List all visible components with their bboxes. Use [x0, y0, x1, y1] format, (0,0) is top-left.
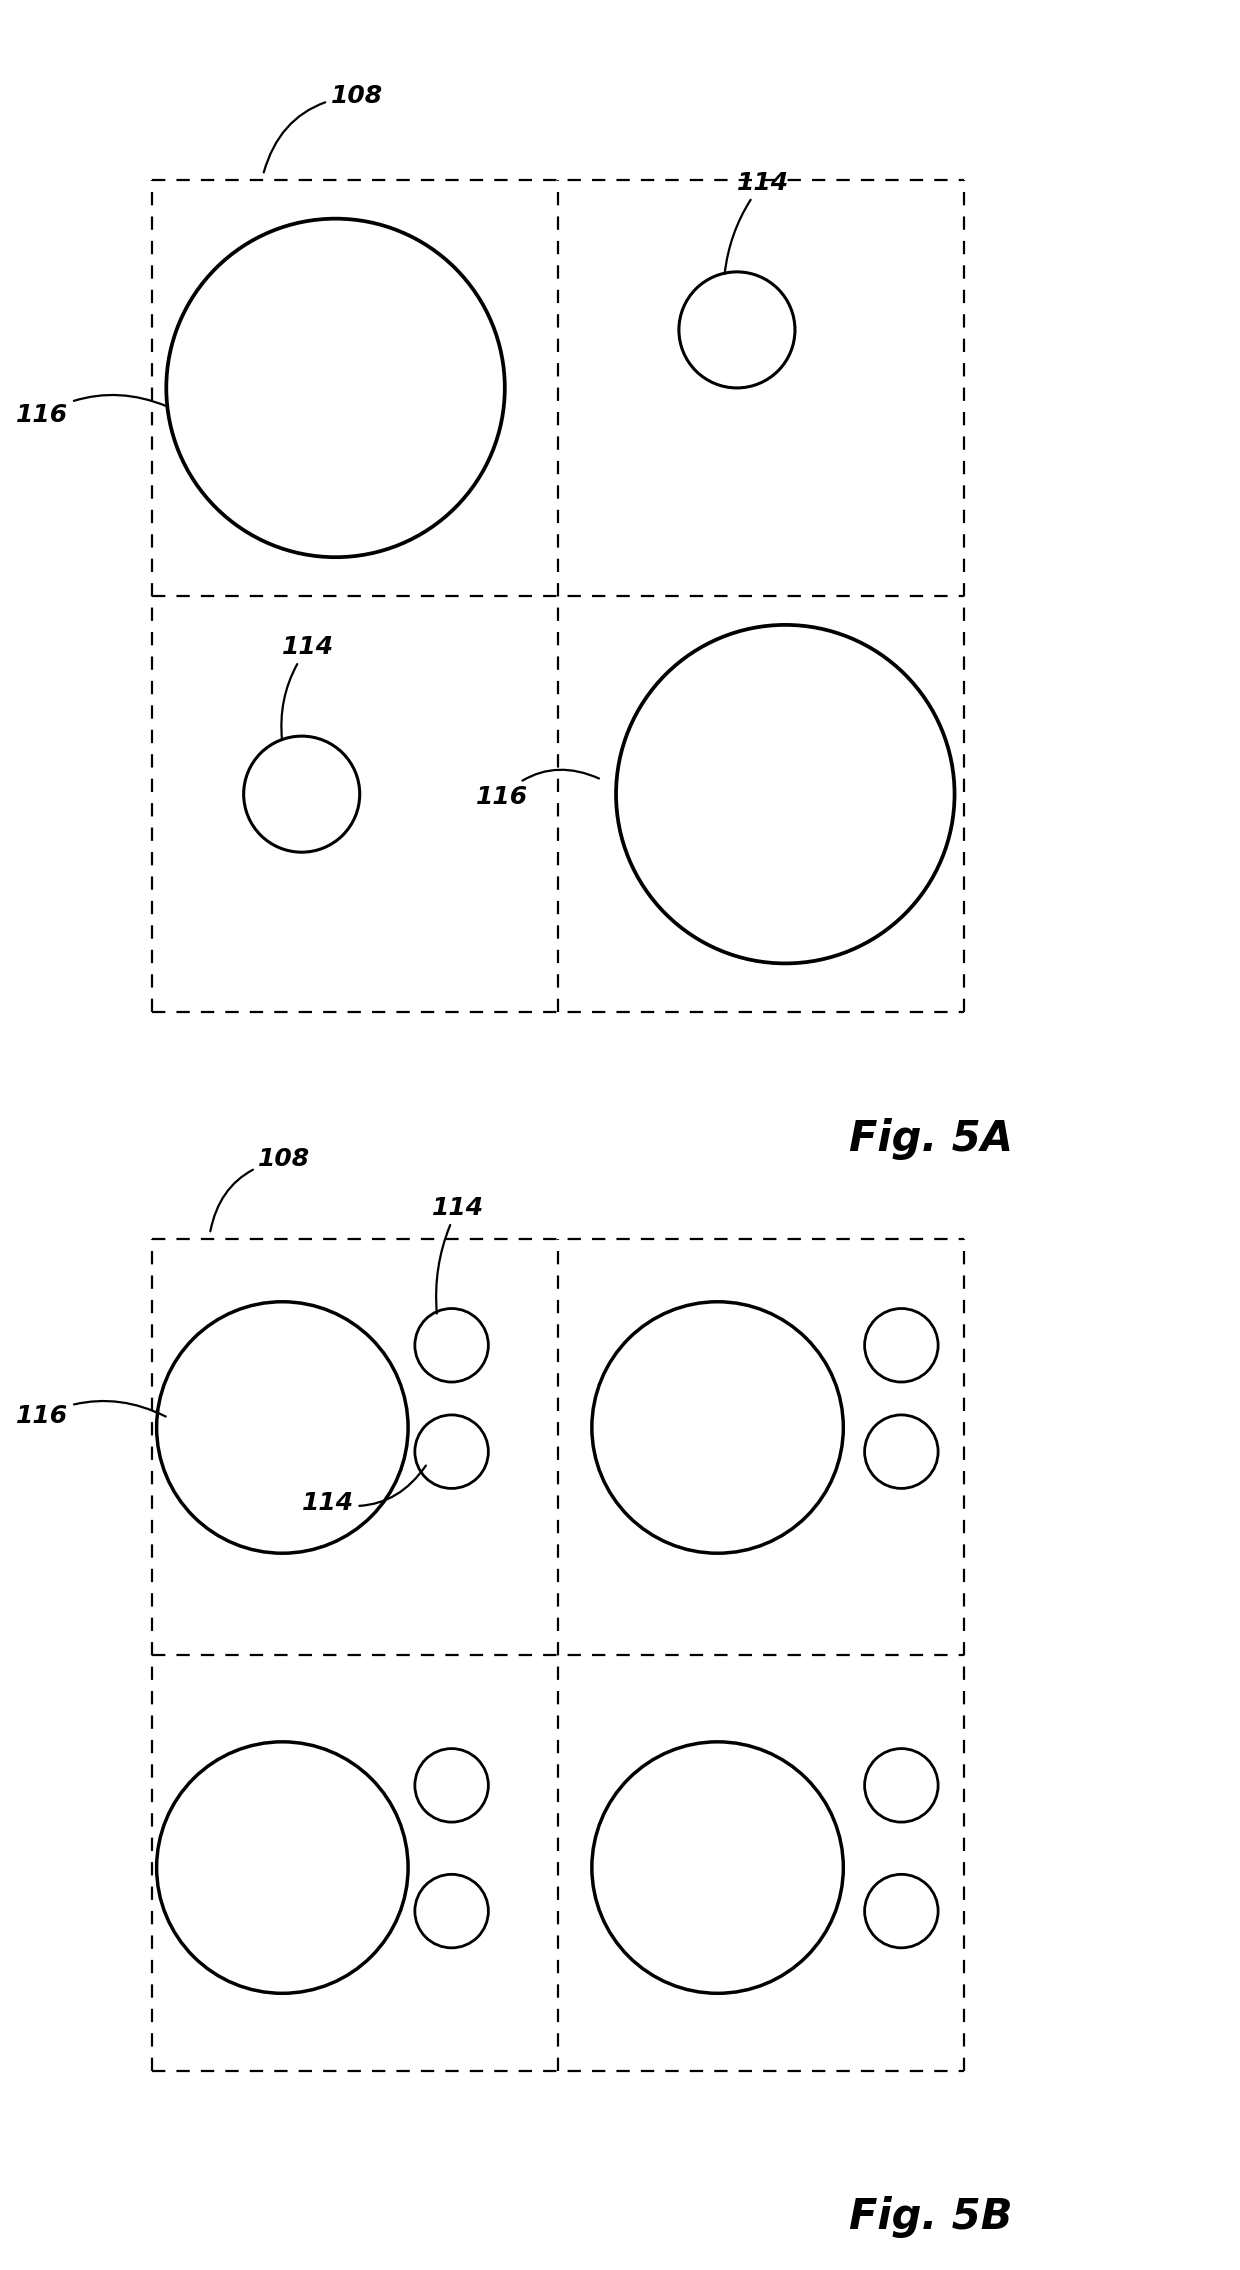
Text: Fig. 5A: Fig. 5A: [848, 1119, 1013, 1160]
Text: 116: 116: [16, 395, 166, 427]
Text: 108: 108: [264, 84, 383, 173]
Text: 108: 108: [211, 1146, 310, 1230]
Text: 116: 116: [16, 1401, 166, 1428]
Text: 114: 114: [281, 636, 335, 740]
Text: 114: 114: [301, 1466, 425, 1514]
Text: 116: 116: [476, 770, 599, 808]
Text: 114: 114: [724, 170, 789, 275]
Text: Fig. 5B: Fig. 5B: [849, 2197, 1013, 2238]
Text: 114: 114: [433, 1196, 485, 1314]
